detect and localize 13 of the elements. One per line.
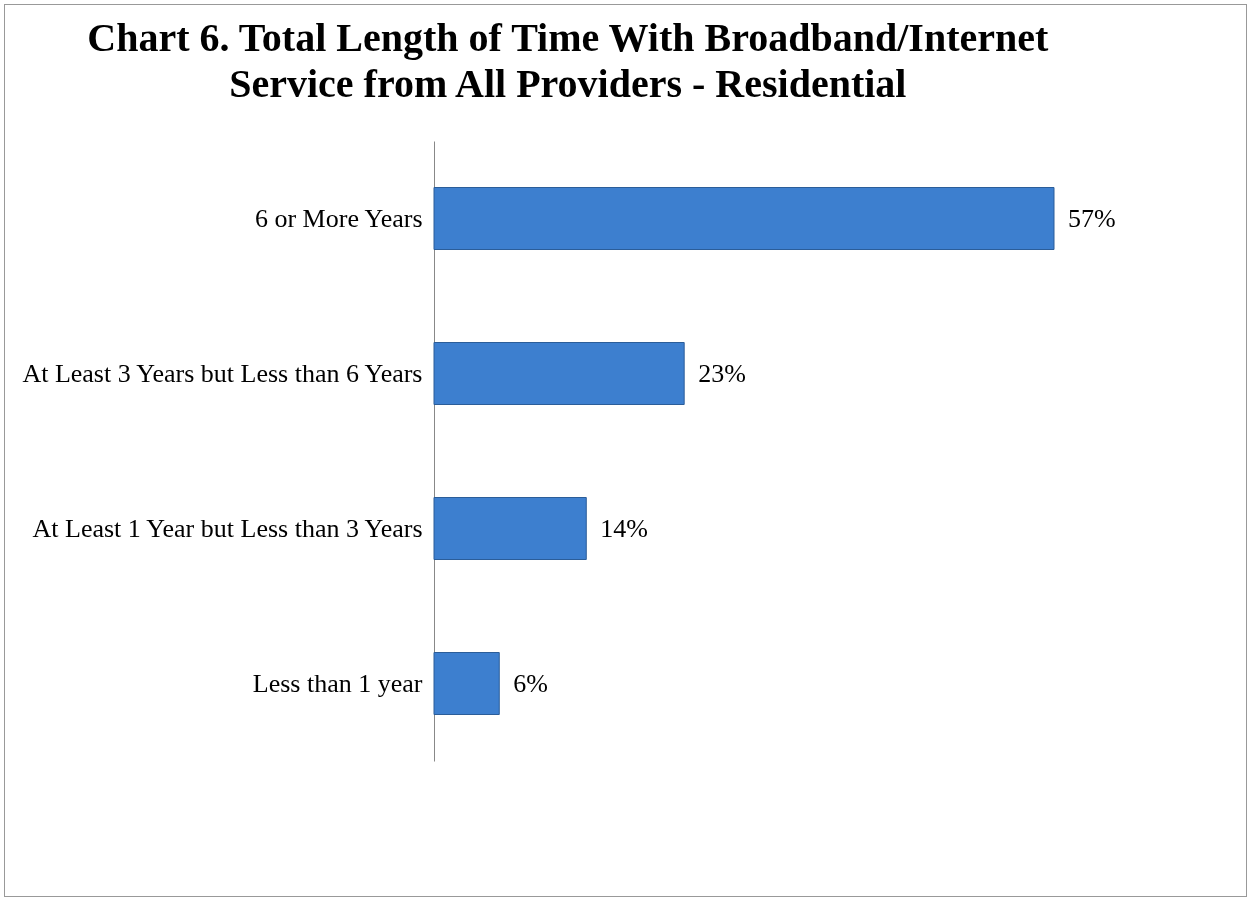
bar [433,497,587,560]
y-tick-label: At Least 1 Year but Less than 3 Years [32,513,423,543]
y-tick-label: Less than 1 year [252,668,423,698]
bar [433,652,500,715]
data-label: 57% [1068,203,1116,233]
data-label: 6% [513,668,548,698]
data-label: 14% [600,513,648,543]
y-tick-label: At Least 3 Years but Less than 6 Years [22,358,423,388]
bar [433,187,1055,250]
chart-title: Chart 6. Total Length of Time With Broadband/Internet Service from All Providers - Residential [87,15,1049,106]
data-label: 23% [698,358,746,388]
y-tick-label: 6 or More Years [254,203,423,233]
bar [433,342,685,405]
